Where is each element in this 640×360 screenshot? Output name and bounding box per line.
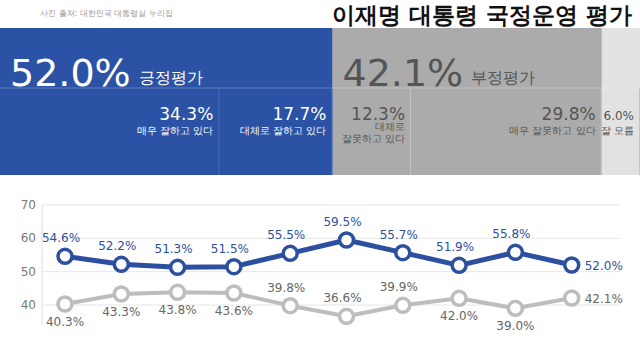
series-marker	[114, 287, 128, 301]
chart-canvas: 사진 출처: 대한민국 대통령실 누리집 이재명 대통령 국정운영 평가 52.0%…	[0, 0, 640, 360]
segment-value-label: 6.0%	[604, 109, 634, 123]
series-marker	[58, 249, 72, 263]
series-marker	[340, 233, 354, 247]
grid-line	[42, 271, 620, 272]
series-marker	[452, 258, 466, 272]
data-label: 55.5%	[267, 228, 305, 242]
series-marker	[227, 260, 241, 274]
group-name: 긍정평가	[139, 68, 203, 87]
line-labels: 54.6% 52.2% 51.3% 51.5% 55.5% 59.5% 55.7% 51.9%…	[42, 215, 623, 333]
segment-name: 매우 잘하고 있다	[137, 125, 213, 136]
y-axis-line	[42, 205, 43, 325]
series-marker	[565, 258, 579, 272]
data-label: 39.9%	[380, 280, 418, 294]
series-marker	[452, 291, 466, 305]
series-marker	[283, 299, 297, 313]
series-marker	[508, 245, 522, 259]
line-marks	[58, 233, 579, 323]
data-label: 43.6%	[215, 304, 253, 318]
series-marker	[171, 260, 185, 274]
group-value-label: 42.1%	[342, 51, 463, 95]
series-line	[65, 292, 572, 316]
group-block	[0, 28, 332, 175]
segment-name: 대체로 잘하고 있다	[240, 125, 326, 136]
segment-value-label: 34.3%	[159, 104, 213, 124]
series-marker	[508, 301, 522, 315]
y-tick-label: 60	[21, 231, 36, 245]
data-label: 51.3%	[155, 242, 193, 256]
series-line	[65, 240, 572, 267]
bar-labels: 52.0%긍정평가42.1%부정평가34.3%매우 잘하고 있다17.7%대체로…	[10, 51, 634, 144]
series-marker	[227, 286, 241, 300]
segment-name-line: 매우 잘못하고 있다	[509, 125, 595, 136]
data-label: 51.9%	[436, 240, 474, 254]
segment-name: 잘 모름	[601, 125, 634, 136]
series-marker	[396, 246, 410, 260]
segment-divider	[639, 88, 640, 175]
series-marker	[58, 297, 72, 311]
data-label: 42.1%	[585, 292, 623, 306]
segment-name-line: 잘 모름	[601, 125, 634, 136]
source-note: 사진 출처: 대한민국 대통령실 누리집	[40, 9, 173, 18]
series-marker	[283, 246, 297, 260]
segment-divider	[331, 88, 332, 175]
data-label: 59.5%	[323, 215, 361, 229]
data-label: 39.0%	[496, 319, 534, 333]
series-marker	[396, 298, 410, 312]
segment-divider	[410, 88, 411, 175]
data-label: 43.8%	[159, 303, 197, 317]
page: {"chart_data": [ {"type": "bar", "orient…	[0, 0, 640, 360]
group-block	[332, 28, 601, 175]
data-label: 51.5%	[211, 242, 249, 256]
data-label: 54.6%	[42, 231, 80, 245]
segment-name: 대체로잘못하고 있다	[342, 121, 405, 144]
data-label: 42.0%	[440, 309, 478, 323]
segment-name-line: 잘못하고 있다	[342, 133, 405, 144]
data-label: 52.2%	[98, 239, 136, 253]
y-tick-label: 70	[21, 198, 36, 212]
series-marker	[171, 285, 185, 299]
bar-segment	[602, 28, 640, 175]
segment-value-label: 29.8%	[542, 104, 596, 124]
series-marker	[565, 291, 579, 305]
segment-name-line: 대체로	[375, 121, 405, 132]
segment-name: 매우 잘못하고 있다	[509, 125, 595, 136]
data-label: 55.7%	[380, 228, 418, 242]
grid-line	[42, 205, 620, 206]
series-marker	[114, 257, 128, 271]
series-marker	[340, 309, 354, 323]
data-label: 55.8%	[492, 227, 530, 241]
y-tick-label: 50	[21, 265, 36, 279]
segment-name-line: 매우 잘하고 있다	[137, 125, 213, 136]
data-label: 52.0%	[585, 259, 623, 273]
bar-marks	[0, 28, 640, 175]
data-label: 36.6%	[323, 291, 361, 305]
segment-name-line: 대체로 잘하고 있다	[240, 125, 326, 136]
background	[0, 0, 640, 360]
segment-value-label: 17.7%	[272, 104, 326, 124]
group-value-label: 52.0%	[10, 51, 131, 95]
title: 이재명 대통령 국정운영 평가	[332, 2, 632, 28]
group-name: 부정평가	[471, 68, 535, 87]
y-tick-label: 40	[21, 298, 36, 312]
segment-divider	[218, 88, 219, 175]
data-label: 40.3%	[46, 315, 84, 329]
grid: 40 50 60 70	[21, 198, 620, 325]
data-label: 39.8%	[267, 281, 305, 295]
data-label: 43.3%	[102, 305, 140, 319]
